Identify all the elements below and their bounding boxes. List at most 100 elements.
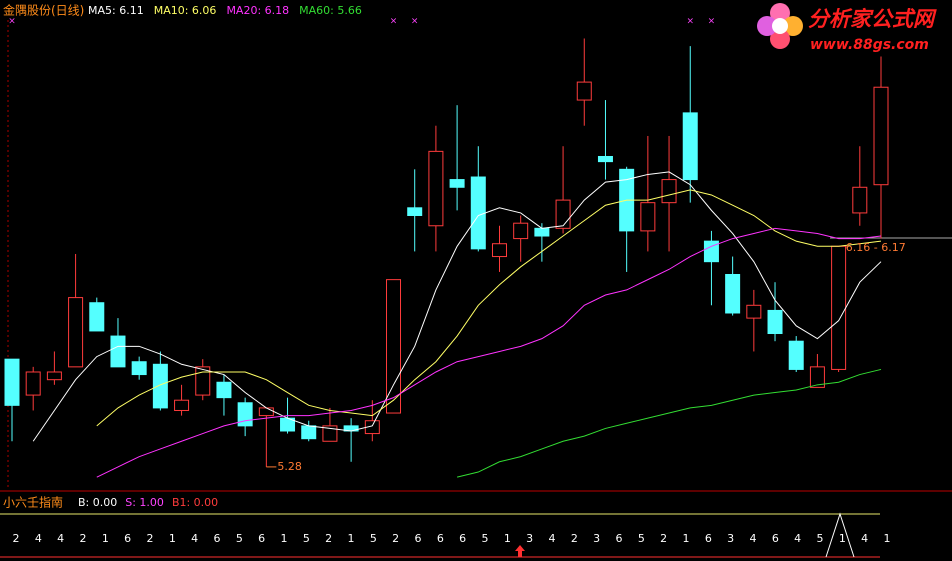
indicator-number: 1 <box>839 532 846 545</box>
candle-body <box>788 340 804 370</box>
indicator-number: 4 <box>794 532 801 545</box>
candle-body <box>110 335 126 368</box>
indicator-number: 3 <box>727 532 734 545</box>
candle-body <box>597 155 613 163</box>
chart-title: 金隅股份(日线) <box>3 3 84 18</box>
logo-name: 分析家公式网 <box>808 7 937 31</box>
indicator-number: 5 <box>236 532 243 545</box>
indicator-number: 4 <box>191 532 198 545</box>
indicator-number: 5 <box>638 532 645 545</box>
candle-body <box>46 371 62 381</box>
signal-marker: × <box>686 17 694 27</box>
candle-body <box>174 399 190 411</box>
candle-body <box>407 207 423 216</box>
indicator-number: 6 <box>459 532 466 545</box>
logo-url: www.88gs.com <box>810 37 929 53</box>
indicator-number: 4 <box>750 532 757 545</box>
legend-entry: MA60: 5.66 <box>299 4 362 17</box>
candle-body <box>661 179 677 204</box>
indicator-number: 1 <box>348 532 355 545</box>
indicator-title: 小六壬指南 <box>3 495 63 510</box>
indicator-number: 5 <box>303 532 310 545</box>
indicator-number: 6 <box>415 532 422 545</box>
indicator-number: 4 <box>861 532 868 545</box>
ma-line <box>32 171 882 442</box>
candle-body <box>428 150 444 227</box>
candle-body <box>89 302 105 332</box>
indicator-peak <box>825 512 855 558</box>
candle-body <box>195 366 211 396</box>
indicator-number: 6 <box>437 532 444 545</box>
candle-body <box>576 81 592 101</box>
candle-body <box>322 425 338 442</box>
indicator-number: 6 <box>258 532 265 545</box>
indicator-number: 2 <box>13 532 20 545</box>
indicator-number: 6 <box>705 532 712 545</box>
indicator-number: 4 <box>57 532 64 545</box>
ma-line <box>96 227 882 478</box>
indicator-number: 6 <box>772 532 779 545</box>
indicator-legend: B1: 0.00 <box>172 496 218 509</box>
indicator-number: 1 <box>683 532 690 545</box>
candle-body <box>4 358 20 406</box>
indicator-legend: B: 0.00 <box>78 496 117 509</box>
candle-body <box>513 222 529 240</box>
candle-body <box>746 304 762 319</box>
indicator-legend: S: 1.00 <box>125 496 164 509</box>
candle-body <box>25 371 41 396</box>
signal-marker: × <box>390 17 398 27</box>
candle-body <box>873 86 889 186</box>
legend-entry: MA5: 6.11 <box>88 4 144 17</box>
low-annotation: 5.28 <box>277 460 302 473</box>
ma-line <box>456 368 882 478</box>
legend-entry: MA20: 6.18 <box>226 4 289 17</box>
candle-body <box>809 366 825 388</box>
indicator-number: 3 <box>526 532 533 545</box>
candle-body <box>831 245 847 370</box>
indicator-number: 3 <box>593 532 600 545</box>
indicator-number: 1 <box>169 532 176 545</box>
candle-body <box>131 361 147 376</box>
indicator-number: 2 <box>325 532 332 545</box>
candle-body <box>449 179 465 188</box>
candle-body <box>152 363 168 409</box>
candle-body <box>258 407 274 417</box>
ma-line <box>96 189 882 427</box>
logo-flower <box>757 3 803 49</box>
indicator-number: 5 <box>482 532 489 545</box>
indicator-number: 6 <box>214 532 221 545</box>
candle-body <box>534 227 550 237</box>
indicator-number: 4 <box>35 532 42 545</box>
signal-marker: × <box>708 17 716 27</box>
candle-body <box>852 186 868 214</box>
indicator-number: 2 <box>80 532 87 545</box>
indicator-number: 2 <box>660 532 667 545</box>
signal-arrow <box>515 545 525 557</box>
candle-body <box>491 243 507 258</box>
indicator-number: 1 <box>102 532 109 545</box>
candle-body <box>301 425 317 440</box>
indicator-number: 2 <box>392 532 399 545</box>
indicator-number: 2 <box>147 532 154 545</box>
indicator-number: 5 <box>817 532 824 545</box>
candle-body <box>640 202 656 232</box>
legend-entry: MA10: 6.06 <box>154 4 217 17</box>
indicator-number: 1 <box>504 532 511 545</box>
signal-marker: × <box>411 17 419 27</box>
indicator-number: 4 <box>549 532 556 545</box>
indicator-number: 6 <box>616 532 623 545</box>
candle-body <box>216 381 232 399</box>
indicator-number: 1 <box>281 532 288 545</box>
indicator-number: 5 <box>370 532 377 545</box>
candle-body <box>386 279 402 414</box>
candle-body <box>68 297 84 368</box>
candle-body <box>555 199 571 229</box>
signal-marker: × <box>8 17 16 27</box>
indicator-number: 1 <box>884 532 891 545</box>
candle-body <box>470 176 486 250</box>
candle-body <box>703 240 719 263</box>
range-annotation: 6.16 - 6.17 <box>846 241 906 254</box>
